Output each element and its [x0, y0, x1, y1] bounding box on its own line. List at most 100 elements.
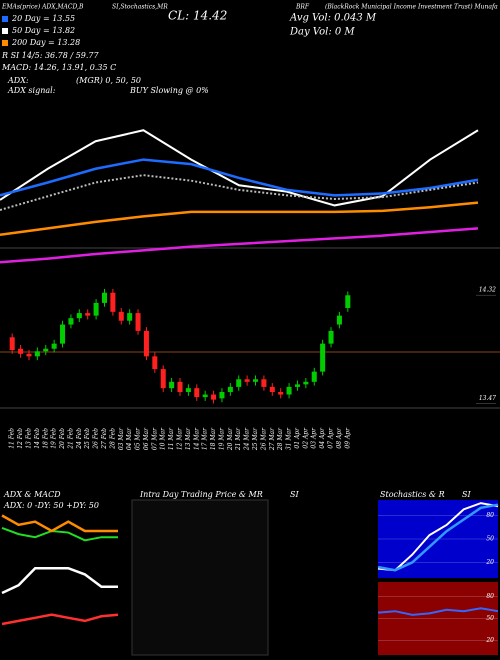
candle-body [43, 348, 49, 352]
candle-body [244, 379, 250, 382]
x-tick-label: 24 Feb [76, 428, 83, 450]
y-tick-label: 80 [486, 593, 494, 600]
candle-body [76, 313, 82, 319]
ema200: 200 Day = 13.28 [11, 38, 80, 47]
y-tick-label: 80 [486, 512, 494, 519]
candle-body [110, 292, 116, 312]
series-line [377, 503, 499, 572]
candle-body [194, 388, 200, 398]
adx-text: ADX: [7, 76, 29, 85]
intraday-title: SI [290, 490, 299, 499]
candle-body [202, 394, 208, 398]
legend-swatch [2, 28, 8, 34]
x-tick-label: 10 Mar [160, 427, 167, 450]
y-tick-label: 13.47 [479, 395, 496, 402]
panel-background [378, 582, 498, 655]
x-tick-label: 01 Apr [294, 427, 301, 449]
intraday-panel [131, 499, 269, 656]
candle-body [18, 348, 24, 354]
candle-body [177, 381, 183, 392]
series-line [0, 129, 479, 207]
candle-body [211, 394, 217, 400]
avg-vol: Avg Vol: 0.043 M [289, 13, 377, 24]
candle-body [9, 337, 15, 350]
candle-body [269, 386, 275, 392]
x-tick-label: 07 Apr [328, 427, 335, 449]
candle-body [219, 392, 225, 399]
header-text: SI,Stochastics,MR [112, 4, 168, 11]
intraday-title: Intra Day Trading Price & MR [139, 490, 263, 499]
series-line [0, 158, 479, 197]
x-tick-label: 12 Feb [17, 428, 24, 449]
x-tick-label: 18 Feb [42, 428, 49, 449]
candle-body [143, 330, 149, 357]
candle-body [303, 381, 309, 385]
x-tick-label: 03 Mar [118, 427, 125, 450]
x-tick-label: 13 Feb [25, 428, 32, 449]
candle-body [278, 392, 284, 395]
macd-text: MACD: 14.26, 13.91, 0.35 C [1, 63, 116, 72]
candle-body [85, 313, 91, 316]
series-line [1, 514, 118, 533]
x-tick-label: 17 Mar [202, 427, 209, 450]
panel-subtitle: ADX: 0 -DY: 50 +DY: 50 [3, 501, 99, 510]
candle-body [336, 315, 342, 325]
x-tick-label: 12 Mar [177, 427, 184, 450]
candle-body [345, 295, 351, 308]
candle-body [34, 351, 40, 357]
ema50: 50 Day = 13.82 [12, 26, 75, 35]
series-line [0, 201, 479, 236]
adx-signal: ADX signal: [7, 86, 56, 95]
y-tick-label: 20 [485, 559, 494, 566]
x-tick-label: 04 Apr [319, 427, 326, 449]
x-tick-label: 08 Apr [336, 427, 343, 449]
candle-body [118, 311, 124, 321]
panel-title: Stochastics & R [380, 490, 445, 499]
x-tick-label: 07 Mar [151, 427, 158, 450]
y-tick-label: 50 [486, 615, 494, 622]
x-tick-label: 03 Apr [311, 427, 318, 449]
rsi-text: R SI 14/5: 36.78 / 59.77 [1, 51, 99, 60]
x-tick-label: 14 Feb [34, 428, 41, 449]
candle-body [328, 330, 334, 344]
panel-title: ADX & MACD [3, 490, 61, 499]
legend-swatch [2, 16, 8, 22]
x-tick-label: 19 Mar [218, 427, 225, 450]
x-tick-label: 09 Apr [344, 427, 351, 449]
candle-body [26, 353, 32, 357]
x-tick-label: 26 Mar [260, 427, 267, 451]
x-tick-label: 24 Mar [244, 427, 251, 451]
close-price: CL: 14.42 [168, 9, 227, 23]
company: (BlackRock Municipal Income Investment T… [325, 4, 498, 11]
candle-body [101, 292, 108, 303]
candle-body [261, 379, 267, 387]
candle-body [60, 324, 66, 344]
candle-body [286, 386, 292, 395]
x-tick-label: 20 Mar [227, 427, 234, 451]
x-tick-label: 25 Mar [252, 427, 259, 451]
x-tick-label: 27 Mar [269, 427, 276, 451]
candle-body [160, 369, 166, 389]
y-tick-label: 50 [486, 536, 494, 543]
x-tick-label: 28 Feb [109, 428, 116, 450]
series-line [1, 526, 118, 542]
y-tick-label: 14.32 [479, 287, 496, 294]
series-line [377, 607, 499, 616]
x-tick-label: 25 Feb [84, 428, 91, 450]
candle-body [135, 313, 141, 331]
x-tick-label: 05 Mar [135, 427, 142, 450]
candle-body [185, 388, 191, 392]
candle-body [320, 343, 326, 372]
x-tick-label: 11 Mar [168, 427, 175, 450]
x-tick-label: 18 Mar [210, 427, 217, 450]
panel-subtitle: SI [462, 490, 471, 499]
x-tick-label: 21 Feb [67, 428, 74, 450]
candle-body [227, 386, 233, 392]
candle-body [311, 371, 317, 382]
x-tick-label: 04 Mar [126, 427, 133, 450]
x-tick-label: 21 Mar [235, 427, 242, 451]
series-line [1, 566, 118, 595]
candle-body [127, 313, 133, 321]
candle-body [152, 356, 158, 370]
